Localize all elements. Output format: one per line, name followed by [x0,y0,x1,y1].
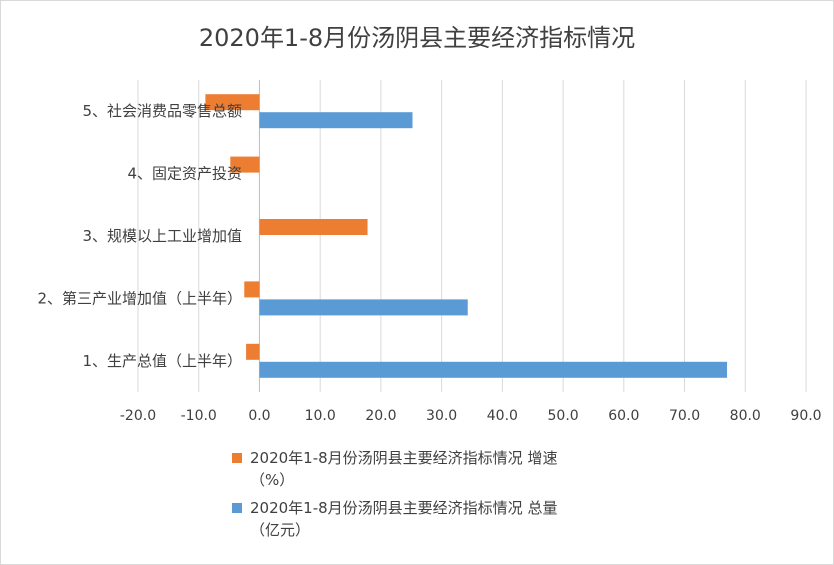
bar-growth [230,156,260,173]
bar-total [259,112,413,129]
legend-swatch [232,453,242,463]
category-label: 1、生产总值（上半年） [82,352,242,370]
legend-label: （%） [250,471,294,489]
category-labels: 1、生产总值（上半年） 2、第三产业增加值（上半年） 3、规模以上工业增加值 4、固定… [37,102,242,370]
x-tick-label: 90.0 [790,408,821,424]
legend-swatch [232,503,242,513]
bar-growth [246,343,260,360]
legend: 2020年1-8月份汤阴县主要经济指标情况 增速 （%） 2020年1-8月份汤阴县… [232,449,557,539]
x-tick-label: -20.0 [120,408,156,424]
bar-total [259,299,468,316]
x-tick-label: -10.0 [181,408,217,424]
x-tick-label: 40.0 [487,408,518,424]
x-tick-label: 60.0 [608,408,639,424]
legend-label: 2020年1-8月份汤阴县主要经济指标情况 总量 [250,499,557,517]
gridlines [137,80,807,392]
x-tick-label: 0.0 [248,408,270,424]
legend-label: 2020年1-8月份汤阴县主要经济指标情况 增速 [250,449,557,467]
category-label: 3、规模以上工业增加值 [82,227,242,245]
category-label: 4、固定资产投资 [127,165,242,183]
bar-growth [205,94,260,111]
chart-title: 2020年1-8月份汤阴县主要经济指标情况 [199,24,635,52]
x-tick-label: 10.0 [305,408,336,424]
x-tick-label: 70.0 [669,408,700,424]
x-tick-label: 20.0 [365,408,396,424]
legend-label: （亿元） [250,521,310,539]
bar-growth [259,219,368,235]
category-label: 2、第三产业增加值（上半年） [37,289,242,307]
x-tick-labels: -20.0 -10.0 0.0 10.0 20.0 30.0 40.0 50.0 60.0 70.… [120,408,822,424]
category-label: 5、社会消费品零售总额 [82,102,242,120]
bar-total [259,361,728,378]
bars [205,94,728,378]
x-tick-label: 50.0 [548,408,579,424]
x-tick-label: 80.0 [730,408,761,424]
x-tick-label: 30.0 [426,408,457,424]
bar-growth [244,281,260,298]
